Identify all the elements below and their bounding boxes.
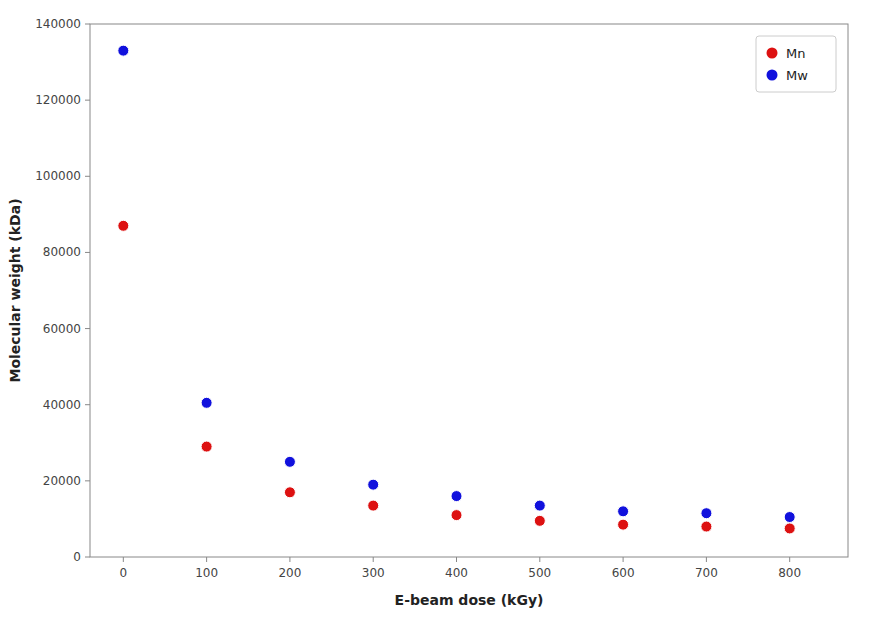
x-tick xyxy=(373,557,374,562)
x-tick-label: 200 xyxy=(278,566,301,580)
legend-label: Mn xyxy=(786,46,805,61)
x-tick xyxy=(289,557,290,562)
x-tick xyxy=(206,557,207,562)
y-tick-label: 60000 xyxy=(43,322,81,336)
series xyxy=(118,45,795,522)
y-tick-label: 80000 xyxy=(43,245,81,259)
y-axis: 0 20000 40000 60000 80000 100000 120000 140000 xyxy=(35,17,90,564)
point xyxy=(701,521,712,532)
y-tick-label: 40000 xyxy=(43,398,81,412)
legend-swatch xyxy=(767,48,778,59)
y-tick-label: 120000 xyxy=(35,93,81,107)
legend-box xyxy=(756,36,836,92)
point xyxy=(118,45,129,56)
x-tick-label: 800 xyxy=(778,566,801,580)
y-tick xyxy=(85,100,90,101)
x-tick-label: 600 xyxy=(612,566,635,580)
x-tick xyxy=(706,557,707,562)
y-tick xyxy=(85,480,90,481)
legend: Mn Mw xyxy=(756,36,836,92)
point xyxy=(701,508,712,519)
legend-swatch xyxy=(767,70,778,81)
y-tick-label: 140000 xyxy=(35,17,81,31)
point xyxy=(618,506,629,517)
x-tick-label: 300 xyxy=(362,566,385,580)
point xyxy=(201,397,212,408)
y-tick xyxy=(85,328,90,329)
x-tick-label: 500 xyxy=(528,566,551,580)
x-tick xyxy=(789,557,790,562)
point xyxy=(284,487,295,498)
point xyxy=(451,491,462,502)
data-points xyxy=(118,45,795,534)
x-tick-label: 700 xyxy=(695,566,718,580)
point xyxy=(534,515,545,526)
point xyxy=(534,500,545,511)
x-tick xyxy=(456,557,457,562)
plot-background xyxy=(90,24,848,557)
chart: 0 100 200 300 400 500 600 700 800 0 20000 40000 6000… xyxy=(0,0,872,621)
plot-frame xyxy=(90,24,848,557)
x-tick xyxy=(123,557,124,562)
y-tick-label: 20000 xyxy=(43,474,81,488)
x-tick xyxy=(539,557,540,562)
point xyxy=(368,479,379,490)
point xyxy=(284,456,295,467)
x-axis-label: E-beam dose (kGy) xyxy=(395,592,544,608)
x-tick-label: 0 xyxy=(119,566,127,580)
point xyxy=(118,220,129,231)
y-tick-label: 0 xyxy=(73,550,81,564)
y-axis-label: Molecular weight (kDa) xyxy=(7,198,23,382)
point xyxy=(451,510,462,521)
point xyxy=(618,519,629,530)
x-tick xyxy=(623,557,624,562)
y-tick xyxy=(85,252,90,253)
point xyxy=(201,441,212,452)
chart-container: 0 100 200 300 400 500 600 700 800 0 20000 40000 6000… xyxy=(0,0,872,621)
point xyxy=(368,500,379,511)
point xyxy=(784,523,795,534)
y-tick xyxy=(85,404,90,405)
x-tick-label: 100 xyxy=(195,566,218,580)
y-tick xyxy=(85,24,90,25)
x-axis: 0 100 200 300 400 500 600 700 800 xyxy=(119,557,801,580)
y-tick xyxy=(85,176,90,177)
y-tick-label: 100000 xyxy=(35,169,81,183)
x-tick-label: 400 xyxy=(445,566,468,580)
point xyxy=(784,512,795,523)
series xyxy=(118,220,795,534)
legend-label: Mw xyxy=(786,68,808,83)
y-tick xyxy=(85,557,90,558)
